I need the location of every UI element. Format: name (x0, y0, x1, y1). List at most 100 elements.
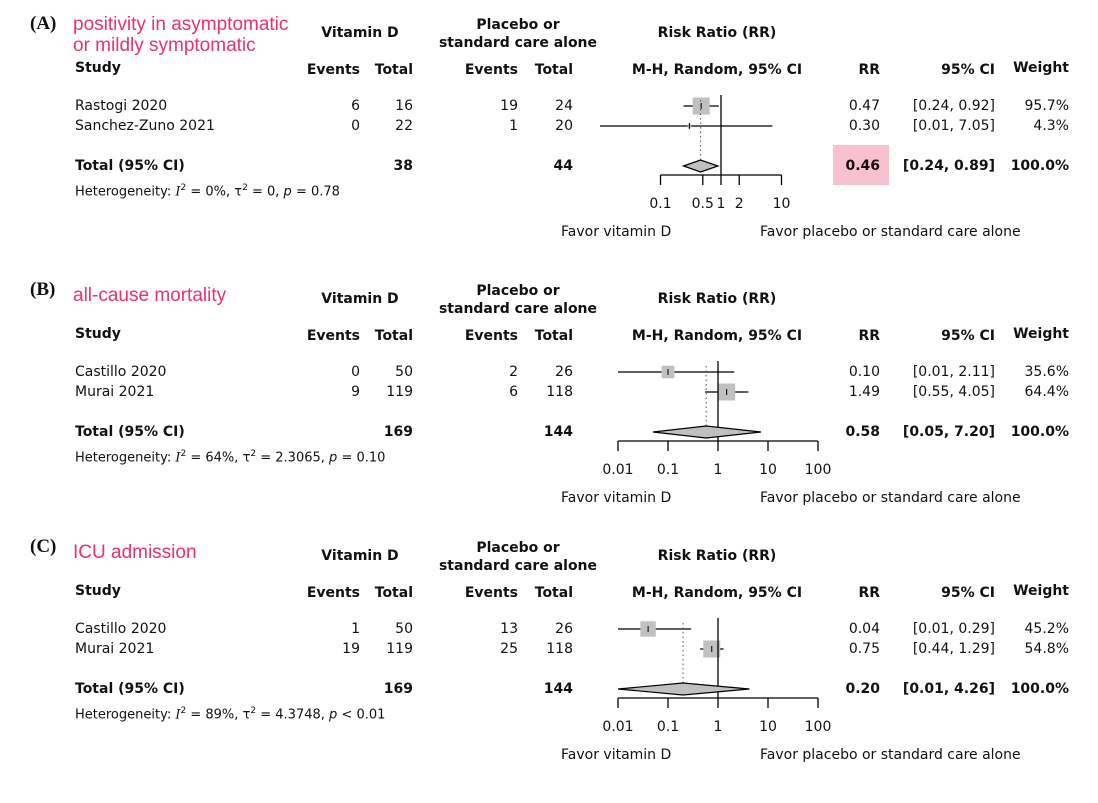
weight-header: Weight (1013, 60, 1069, 76)
study-name: Murai 2021 (75, 641, 155, 657)
panel-title: or mildly symptomatic (73, 35, 256, 56)
total-header: Total (374, 585, 413, 601)
rr-value: 1.49 (848, 384, 880, 400)
weight-value: 45.2% (1024, 621, 1069, 637)
placebo-header-line1: Placebo or (476, 540, 560, 556)
events-vitamin-d: 19 (342, 641, 360, 657)
pooled-diamond (617, 682, 750, 696)
pooled-rr: 0.20 (845, 681, 880, 697)
total-weight: 100.0% (1010, 158, 1069, 174)
pooled-ci: [0.05, 7.20] (902, 424, 995, 440)
pooled-diamond (652, 425, 761, 439)
total-vitamin-d: 50 (395, 364, 413, 380)
total-vitamin-d: 169 (383, 424, 413, 440)
total-header: Total (374, 62, 413, 78)
weight-header: Weight (1013, 326, 1069, 342)
x-tick-label: 100 (804, 719, 832, 735)
x-tick-label: 1 (716, 196, 726, 212)
tau2-value: = 2.3065, (256, 450, 330, 466)
total-placebo: 26 (555, 364, 573, 380)
vitamin-d-header: Vitamin D (321, 25, 399, 41)
total-header: Total (534, 62, 573, 78)
pooled-diamond (681, 159, 720, 173)
panel-label: (C) (30, 536, 57, 557)
superscript: 2 (180, 706, 187, 716)
total-placebo: 24 (555, 98, 573, 114)
events-vitamin-d: 0 (351, 118, 360, 134)
study-header: Study (75, 583, 121, 599)
events-placebo: 1 (509, 118, 518, 134)
total-vitamin-d: 22 (395, 118, 413, 134)
events-header: Events (306, 328, 360, 344)
rr-value: 0.04 (848, 621, 880, 637)
risk-ratio-header: Risk Ratio (RR) (657, 25, 777, 41)
events-vitamin-d: 0 (351, 364, 360, 380)
panel-title: positivity in asymptomatic (73, 14, 289, 35)
panel-title: ICU admission (73, 542, 197, 563)
placebo-header-line2: standard care alone (438, 301, 598, 317)
events-header: Events (306, 62, 360, 78)
total-vitamin-d: 38 (393, 158, 413, 174)
superscript: 2 (180, 183, 187, 193)
x-tick-label: 1 (713, 719, 723, 735)
total-header: Total (534, 585, 573, 601)
rr-header: RR (858, 328, 880, 344)
pooled-ci: [0.24, 0.89] (902, 158, 995, 174)
p-value: = 0.78 (291, 184, 340, 200)
total-placebo: 118 (546, 641, 573, 657)
risk-ratio-header: Risk Ratio (RR) (657, 548, 777, 564)
study-header: Study (75, 60, 121, 76)
total-vitamin-d: 169 (383, 681, 413, 697)
method-header: M-H, Random, 95% CI (631, 585, 803, 601)
pooled-ci: [0.01, 4.26] (902, 681, 995, 697)
highlight-box (833, 145, 889, 185)
panel-label: (A) (30, 13, 57, 34)
tau-symbol: τ (242, 450, 251, 466)
panel-label: (B) (30, 279, 56, 300)
favor-vitamin-d-label: Favor vitamin D (561, 490, 672, 506)
tau-symbol: τ (234, 184, 243, 200)
weight-value: 64.4% (1024, 384, 1069, 400)
ci-header: 95% CI (941, 62, 995, 78)
het-label: Heterogeneity: (75, 707, 172, 723)
x-tick-label: 100 (804, 462, 832, 478)
x-tick-label: 0.5 (691, 196, 714, 212)
events-header: Events (464, 328, 518, 344)
method-header: M-H, Random, 95% CI (631, 328, 803, 344)
total-header: Total (374, 328, 413, 344)
i2-symbol: I (175, 184, 181, 200)
x-tick-label: 10 (759, 462, 777, 478)
placebo-header-line2: standard care alone (438, 35, 598, 51)
weight-value: 95.7% (1024, 98, 1069, 114)
superscript: 2 (250, 706, 257, 716)
total-vitamin-d: 16 (395, 98, 413, 114)
total-placebo: 144 (543, 424, 573, 440)
total-placebo: 44 (553, 158, 573, 174)
pooled-rr: 0.46 (845, 158, 880, 174)
total-label: Total (95% CI) (75, 681, 185, 697)
rr-value: 0.10 (848, 364, 880, 380)
ci-value: [0.01, 0.29] (912, 621, 995, 637)
x-tick-label: 10 (759, 719, 777, 735)
ci-value: [0.24, 0.92] (912, 98, 995, 114)
pooled-rr: 0.58 (845, 424, 880, 440)
p-symbol: p (329, 450, 338, 466)
i2-value: = 0%, (186, 184, 235, 200)
p-value: < 0.01 (337, 707, 386, 723)
study-name: Murai 2021 (75, 384, 155, 400)
x-tick-label: 1 (713, 462, 723, 478)
study-name: Castillo 2020 (75, 364, 167, 380)
p-symbol: p (329, 707, 338, 723)
method-header: M-H, Random, 95% CI (631, 62, 803, 78)
p-value: = 0.10 (337, 450, 386, 466)
ci-value: [0.55, 4.05] (912, 384, 995, 400)
total-weight: 100.0% (1010, 681, 1069, 697)
het-label: Heterogeneity: (75, 184, 172, 200)
study-header: Study (75, 326, 121, 342)
weight-value: 54.8% (1024, 641, 1069, 657)
placebo-header-line2: standard care alone (438, 558, 598, 574)
placebo-header-line1: Placebo or (476, 283, 560, 299)
x-tick-label: 0.1 (649, 196, 672, 212)
events-header: Events (464, 62, 518, 78)
